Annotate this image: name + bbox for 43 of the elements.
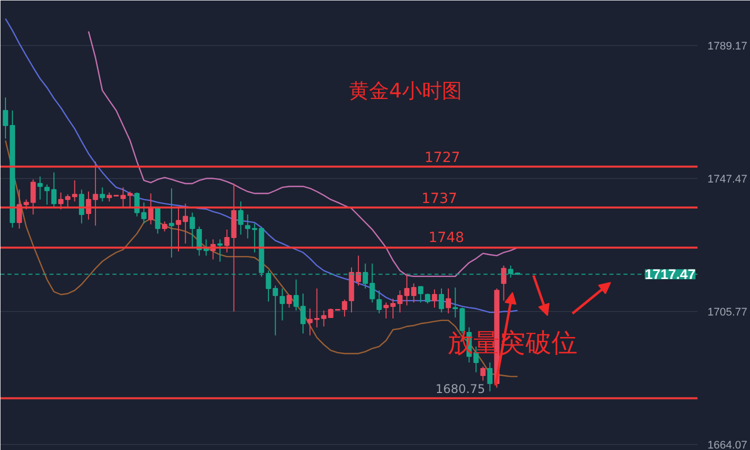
candlestick xyxy=(280,288,285,321)
candlestick xyxy=(155,208,160,234)
y-tick-label: 1747.47 xyxy=(708,174,748,186)
annotation: 1748 xyxy=(428,230,464,246)
candlestick xyxy=(168,188,174,258)
candlestick xyxy=(58,192,64,210)
line-series xyxy=(4,18,518,314)
candlestick xyxy=(92,161,98,226)
annotation: 1737 xyxy=(422,191,458,207)
candlestick xyxy=(480,366,486,382)
candlestick xyxy=(390,298,396,319)
candlestick xyxy=(182,203,188,244)
annotation: 1680.75 xyxy=(436,382,486,396)
candlestick xyxy=(148,192,154,225)
candlestick xyxy=(376,290,382,314)
candlestick xyxy=(238,200,244,236)
candlestick xyxy=(356,255,362,286)
text: 黄金4小时图 xyxy=(349,78,462,102)
candlestick xyxy=(44,184,50,206)
candlestick xyxy=(487,362,493,392)
candlestick xyxy=(162,221,168,232)
candlestick xyxy=(176,208,182,252)
candlestick xyxy=(446,288,452,314)
candlestick xyxy=(2,96,8,140)
candlestick xyxy=(100,186,106,202)
candlestick xyxy=(424,293,430,304)
candlestick xyxy=(383,302,389,319)
candlestick xyxy=(432,288,438,308)
candlestick xyxy=(438,288,444,313)
candlestick xyxy=(418,286,424,304)
ref-line-label: 1717.47 xyxy=(644,266,696,282)
candlestick xyxy=(286,294,292,308)
candlestick xyxy=(501,265,506,302)
annotation: 1727 xyxy=(424,150,460,166)
candlestick xyxy=(51,172,57,209)
y-tick-label: 1664.07 xyxy=(708,440,748,450)
candlestick xyxy=(190,212,195,250)
y-tick-label: 1789.17 xyxy=(708,40,748,53)
candlestick xyxy=(127,191,133,209)
candlestick xyxy=(217,238,223,262)
y-tick-label: 1705.77 xyxy=(708,306,748,319)
candlestick xyxy=(37,176,43,200)
line-series xyxy=(88,30,518,278)
